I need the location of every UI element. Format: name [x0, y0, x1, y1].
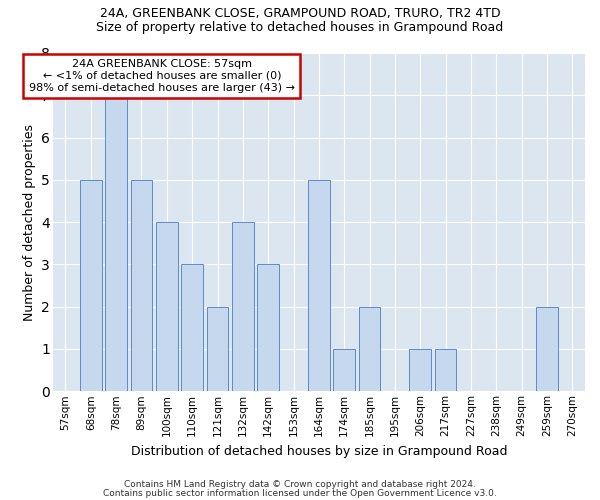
Text: Contains HM Land Registry data © Crown copyright and database right 2024.: Contains HM Land Registry data © Crown c…: [124, 480, 476, 489]
Bar: [106, 96, 127, 392]
Bar: [181, 264, 203, 392]
Text: 24A GREENBANK CLOSE: 57sqm
← <1% of detached houses are smaller (0)
98% of semi-: 24A GREENBANK CLOSE: 57sqm ← <1% of deta…: [29, 60, 295, 92]
Bar: [409, 349, 431, 392]
X-axis label: Distribution of detached houses by size in Grampound Road: Distribution of detached houses by size …: [131, 444, 507, 458]
Text: Size of property relative to detached houses in Grampound Road: Size of property relative to detached ho…: [97, 21, 503, 34]
Bar: [156, 222, 178, 392]
Bar: [359, 306, 380, 392]
Text: Contains public sector information licensed under the Open Government Licence v3: Contains public sector information licen…: [103, 488, 497, 498]
Bar: [131, 180, 152, 392]
Bar: [435, 349, 457, 392]
Bar: [308, 180, 329, 392]
Bar: [257, 264, 279, 392]
Y-axis label: Number of detached properties: Number of detached properties: [23, 124, 35, 320]
Bar: [207, 306, 228, 392]
Bar: [334, 349, 355, 392]
Text: 24A, GREENBANK CLOSE, GRAMPOUND ROAD, TRURO, TR2 4TD: 24A, GREENBANK CLOSE, GRAMPOUND ROAD, TR…: [100, 8, 500, 20]
Bar: [536, 306, 558, 392]
Bar: [232, 222, 254, 392]
Bar: [80, 180, 101, 392]
